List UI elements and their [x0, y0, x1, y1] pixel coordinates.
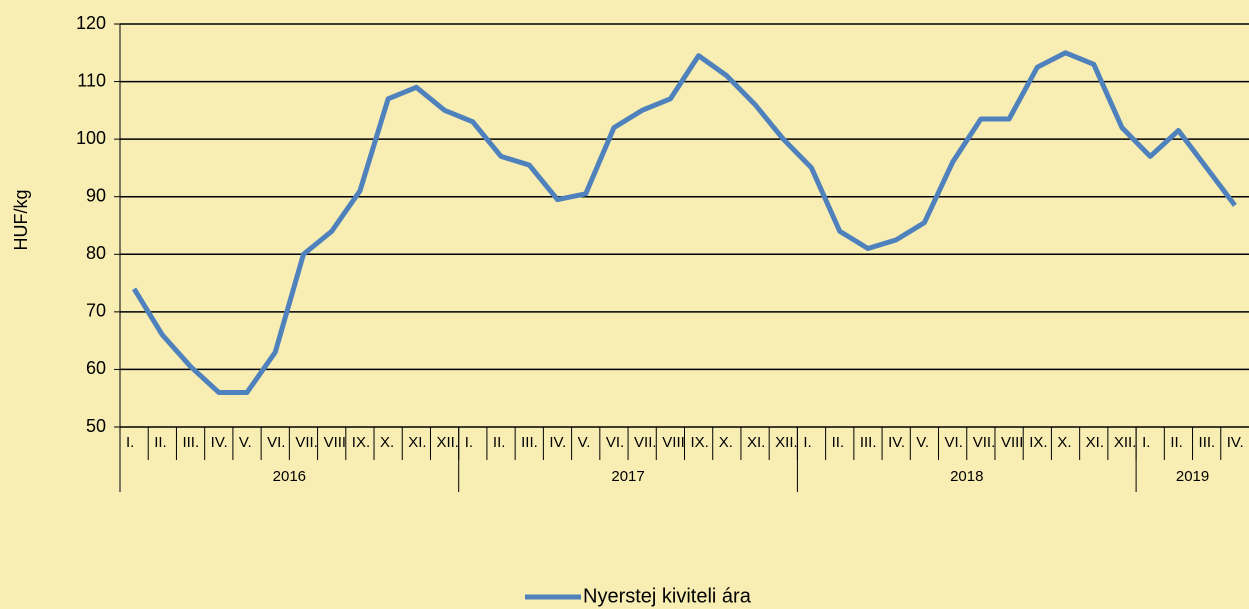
- x-tick-label: XII.: [1114, 434, 1137, 451]
- x-tick-label: XII.: [436, 434, 459, 451]
- x-tick-label: I.: [803, 434, 811, 451]
- x-tick-label: I.: [126, 434, 134, 451]
- x-tick-label: XI.: [747, 434, 765, 451]
- x-tick-label: X.: [719, 434, 733, 451]
- x-tick-label: VII.: [973, 434, 996, 451]
- x-tick-label: IV.: [211, 434, 228, 451]
- group-label: 2017: [611, 468, 644, 485]
- x-tick-label: III.: [860, 434, 877, 451]
- x-tick-label: IV.: [549, 434, 566, 451]
- x-tick-label: II.: [832, 434, 845, 451]
- group-label: 2016: [273, 468, 306, 485]
- y-tick-label: 120: [76, 13, 106, 33]
- x-tick-label: VIII.: [324, 434, 351, 451]
- x-tick-label: IV.: [888, 434, 905, 451]
- x-tick-label: VIII.: [662, 434, 689, 451]
- x-tick-label: I.: [465, 434, 473, 451]
- x-tick-label: III.: [1199, 434, 1216, 451]
- y-tick-label: 80: [86, 243, 106, 263]
- y-tick-label: 50: [86, 416, 106, 436]
- group-label: 2018: [950, 468, 983, 485]
- x-tick-label: VI.: [267, 434, 285, 451]
- legend-label: Nyerstej kiviteli ára: [583, 585, 752, 607]
- x-tick-label: X.: [380, 434, 394, 451]
- x-tick-label: XI.: [408, 434, 426, 451]
- x-tick-label: VIII.: [1001, 434, 1028, 451]
- x-tick-label: X.: [1057, 434, 1071, 451]
- x-tick-label: IX.: [352, 434, 370, 451]
- y-tick-label: 110: [77, 70, 106, 90]
- x-tick-label: IX.: [691, 434, 709, 451]
- x-tick-label: V.: [916, 434, 929, 451]
- y-tick-label: 70: [86, 301, 106, 321]
- x-tick-label: III.: [521, 434, 538, 451]
- x-tick-label: VI.: [606, 434, 624, 451]
- x-tick-label: VII.: [295, 434, 318, 451]
- y-tick-label: 100: [76, 128, 106, 148]
- x-tick-label: III.: [182, 434, 199, 451]
- x-tick-label: VII.: [634, 434, 657, 451]
- x-tick-label: XI.: [1086, 434, 1104, 451]
- y-axis-label: HUF/kg: [11, 189, 31, 250]
- group-label: 2019: [1176, 468, 1209, 485]
- x-tick-label: I.: [1142, 434, 1150, 451]
- x-tick-label: VI.: [945, 434, 963, 451]
- x-tick-label: V.: [578, 434, 591, 451]
- x-tick-label: XII.: [775, 434, 798, 451]
- line-series: [131, 50, 1237, 395]
- x-tick-label: IX.: [1029, 434, 1047, 451]
- y-tick-label: 90: [86, 185, 106, 205]
- x-tick-label: IV.: [1227, 434, 1244, 451]
- y-tick-label: 60: [86, 358, 106, 378]
- x-tick-label: V.: [239, 434, 252, 451]
- x-tick-label: II.: [1170, 434, 1183, 451]
- x-tick-label: II.: [493, 434, 506, 451]
- x-tick-label: II.: [154, 434, 167, 451]
